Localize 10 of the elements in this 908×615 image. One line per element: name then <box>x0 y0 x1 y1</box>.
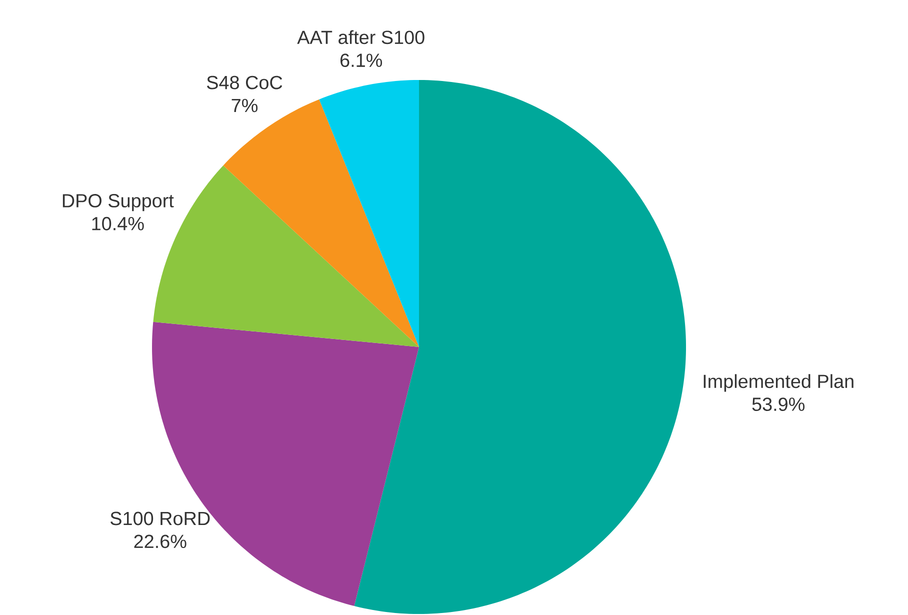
data-label: 53.9% <box>752 398 805 411</box>
data-label: 6.1% <box>340 54 382 68</box>
data-label: 10.4% <box>92 216 144 230</box>
slice-label: DPO Support <box>62 194 174 212</box>
slice-label: AAT after S100 <box>297 30 424 44</box>
slice-label: S100 RoRD <box>110 512 210 526</box>
slice-label: Implemented Plan <box>704 374 854 392</box>
slice-label: S48 CoC <box>206 76 282 90</box>
data-label: 22.6% <box>134 534 186 548</box>
data-label: 7% <box>232 98 258 112</box>
